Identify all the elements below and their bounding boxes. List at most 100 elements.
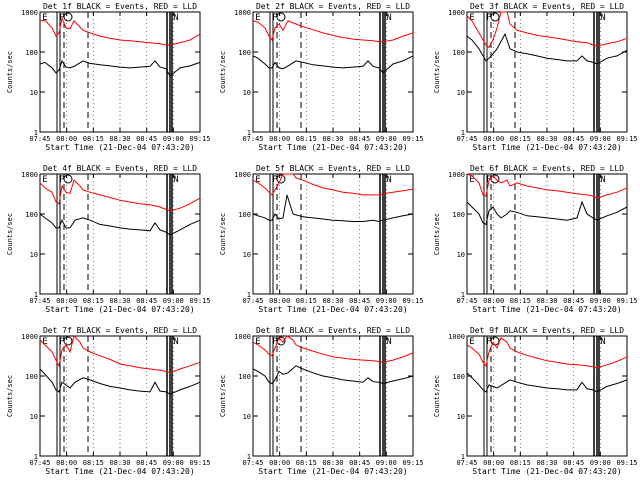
- panel-title: Det 5f BLACK = Events, RED = LLD: [256, 164, 410, 173]
- x-tick-label: 08:15: [510, 459, 531, 467]
- series-lld-line: [252, 335, 414, 363]
- x-tick-label: 07:45: [242, 297, 263, 305]
- marker-label-e: E: [42, 337, 47, 347]
- marker-label-e: E: [469, 337, 474, 347]
- x-tick-label: 08:15: [296, 297, 317, 305]
- x-tick-label: 08:15: [83, 459, 104, 467]
- y-tick-label: 100: [25, 49, 38, 57]
- y-tick-label: 1: [247, 453, 251, 461]
- marker-label-s-circle: [490, 174, 500, 184]
- x-tick-label: 08:30: [322, 459, 343, 467]
- y-tick-label: 10: [30, 413, 38, 421]
- y-tick-label: 1000: [21, 171, 38, 179]
- y-tick-label: 1000: [448, 333, 465, 341]
- y-tick-label: 100: [452, 49, 465, 57]
- x-tick-label: 09:15: [616, 135, 637, 143]
- y-tick-label: 1000: [234, 333, 251, 341]
- series-lld-line: [252, 20, 414, 43]
- series-lld-line: [39, 179, 201, 212]
- marker-label-p: P: [272, 175, 278, 185]
- series-events-line: [39, 213, 201, 236]
- marker-label-n: N: [173, 13, 178, 23]
- marker-label-p: P: [486, 13, 492, 23]
- panel-3: Det 3f BLACK = Events, RED = LLD 07:45 08:…: [433, 2, 638, 152]
- marker-label-e: E: [255, 175, 260, 185]
- x-tick-label: 08:30: [322, 135, 343, 143]
- marker-label-p: P: [272, 13, 278, 23]
- x-tick-label: 09:00: [590, 459, 611, 467]
- x-tick-label: 08:00: [269, 135, 290, 143]
- panel-title: Det 1f BLACK = Events, RED = LLD: [43, 2, 197, 11]
- series-lld-line: [466, 11, 628, 49]
- x-tick-label: 08:45: [136, 135, 157, 143]
- y-tick-label: 10: [457, 413, 465, 421]
- marker-label-e: E: [255, 337, 260, 347]
- x-tick-label: 09:00: [376, 459, 397, 467]
- marker-label-n: N: [600, 337, 605, 347]
- y-tick-label: 1000: [234, 9, 251, 17]
- y-tick-label: 1: [461, 129, 465, 137]
- y-tick-label: 10: [457, 89, 465, 97]
- x-tick-label: 08:45: [349, 135, 370, 143]
- x-tick-label: 08:15: [83, 297, 104, 305]
- marker-label-n: N: [386, 337, 391, 347]
- panel-7: Det 7f BLACK = Events, RED = LLD 07:45 08:…: [6, 326, 211, 476]
- panel-title: Det 7f BLACK = Events, RED = LLD: [43, 326, 197, 335]
- x-tick-label: 07:45: [456, 459, 477, 467]
- x-tick-label: 08:15: [83, 135, 104, 143]
- marker-label-p: P: [272, 337, 278, 347]
- series-events-line: [466, 200, 628, 226]
- y-axis-label: Counts/sec: [6, 213, 14, 255]
- marker-label-n: N: [600, 13, 605, 23]
- x-tick-label: 08:00: [56, 459, 77, 467]
- x-tick-label: 08:00: [269, 297, 290, 305]
- marker-label-n: N: [600, 175, 605, 185]
- y-tick-label: 10: [243, 89, 251, 97]
- x-tick-label: 09:00: [376, 297, 397, 305]
- panel-title: Det 9f BLACK = Events, RED = LLD: [470, 326, 624, 335]
- x-axis-label: Start Time (21-Dec-04 07:43:20): [472, 305, 621, 314]
- y-axis-label: Counts/sec: [219, 375, 227, 417]
- x-tick-label: 07:45: [456, 135, 477, 143]
- y-tick-label: 100: [238, 49, 251, 57]
- y-axis-label: Counts/sec: [6, 51, 14, 93]
- x-tick-label: 09:00: [163, 297, 184, 305]
- y-axis-label: Counts/sec: [219, 213, 227, 255]
- x-tick-label: 08:45: [349, 459, 370, 467]
- x-tick-label: 08:00: [483, 459, 504, 467]
- y-tick-label: 1000: [21, 9, 38, 17]
- x-tick-label: 09:00: [163, 459, 184, 467]
- y-tick-label: 100: [238, 373, 251, 381]
- y-tick-label: 100: [25, 211, 38, 219]
- y-tick-label: 100: [238, 211, 251, 219]
- x-tick-label: 09:15: [189, 459, 210, 467]
- marker-label-n: N: [173, 337, 178, 347]
- series-events-line: [252, 55, 414, 74]
- marker-label-e: E: [42, 175, 47, 185]
- panel-9: Det 9f BLACK = Events, RED = LLD 07:45 08:…: [433, 326, 638, 476]
- y-tick-label: 10: [30, 89, 38, 97]
- y-axis-label: Counts/sec: [433, 213, 441, 255]
- marker-label-s-circle: [63, 174, 73, 184]
- series-events-line: [39, 59, 201, 77]
- x-tick-label: 09:15: [402, 297, 423, 305]
- y-tick-label: 10: [243, 251, 251, 259]
- x-tick-label: 08:30: [536, 297, 557, 305]
- y-tick-label: 100: [452, 373, 465, 381]
- y-tick-label: 10: [30, 251, 38, 259]
- x-tick-label: 08:45: [136, 459, 157, 467]
- panel-4: Det 4f BLACK = Events, RED = LLD 07:45 08:…: [6, 164, 211, 314]
- x-tick-label: 08:00: [483, 135, 504, 143]
- panel-title: Det 2f BLACK = Events, RED = LLD: [256, 2, 410, 11]
- marker-label-e: E: [255, 13, 260, 23]
- x-tick-label: 08:45: [563, 459, 584, 467]
- marker-label-e: E: [42, 13, 47, 23]
- marker-label-p: P: [59, 175, 65, 185]
- panel-2: Det 2f BLACK = Events, RED = LLD 07:45 08:…: [219, 2, 424, 152]
- x-axis-label: Start Time (21-Dec-04 07:43:20): [45, 467, 194, 476]
- x-axis-label: Start Time (21-Dec-04 07:43:20): [258, 305, 407, 314]
- x-tick-label: 09:15: [189, 297, 210, 305]
- x-tick-label: 07:45: [242, 459, 263, 467]
- x-tick-label: 09:00: [590, 135, 611, 143]
- marker-label-s-circle: [63, 12, 73, 22]
